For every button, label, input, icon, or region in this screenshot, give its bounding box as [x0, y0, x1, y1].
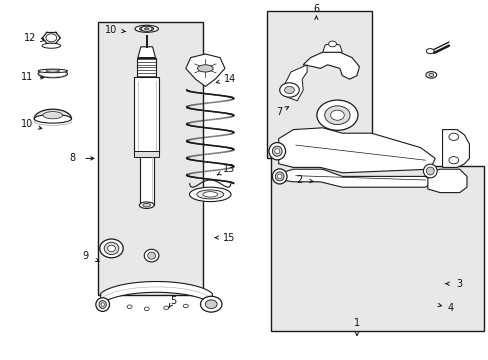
Ellipse shape	[426, 49, 433, 54]
Polygon shape	[281, 169, 429, 187]
Text: 4: 4	[447, 303, 453, 313]
Circle shape	[279, 83, 299, 97]
Polygon shape	[283, 65, 306, 101]
Ellipse shape	[423, 164, 436, 178]
Ellipse shape	[34, 118, 71, 125]
Circle shape	[183, 304, 188, 308]
Bar	[134, 77, 159, 155]
Circle shape	[328, 41, 336, 47]
Ellipse shape	[425, 72, 436, 78]
Ellipse shape	[42, 43, 61, 48]
Ellipse shape	[38, 70, 67, 78]
Ellipse shape	[275, 172, 284, 181]
Ellipse shape	[144, 249, 159, 262]
Ellipse shape	[135, 25, 158, 32]
Circle shape	[330, 110, 344, 120]
Ellipse shape	[140, 27, 153, 31]
Ellipse shape	[189, 187, 231, 202]
Ellipse shape	[99, 301, 106, 309]
Polygon shape	[427, 169, 466, 193]
Ellipse shape	[96, 298, 109, 311]
Circle shape	[284, 86, 294, 94]
Ellipse shape	[39, 71, 66, 77]
Polygon shape	[101, 282, 212, 304]
Ellipse shape	[272, 146, 282, 156]
Ellipse shape	[144, 28, 149, 30]
Text: 15: 15	[222, 233, 235, 243]
Ellipse shape	[107, 245, 115, 252]
Bar	[266, 11, 371, 158]
Polygon shape	[303, 52, 359, 79]
Ellipse shape	[100, 239, 123, 258]
Ellipse shape	[104, 242, 119, 255]
Ellipse shape	[38, 69, 67, 73]
Bar	[98, 22, 203, 295]
Text: 13: 13	[222, 164, 235, 174]
Ellipse shape	[196, 190, 223, 199]
Text: 12: 12	[24, 33, 37, 43]
Circle shape	[144, 307, 149, 311]
Circle shape	[205, 300, 217, 309]
Text: 1: 1	[353, 318, 359, 328]
Ellipse shape	[426, 167, 433, 175]
Text: 11: 11	[20, 72, 33, 82]
Polygon shape	[271, 155, 483, 331]
Ellipse shape	[141, 26, 152, 31]
Ellipse shape	[274, 149, 279, 154]
Ellipse shape	[197, 65, 213, 72]
Bar	[137, 58, 156, 77]
Text: 9: 9	[82, 251, 88, 261]
Bar	[134, 151, 159, 157]
Circle shape	[448, 157, 458, 164]
Polygon shape	[278, 128, 434, 173]
Text: 6: 6	[313, 4, 319, 14]
Text: 8: 8	[69, 153, 75, 163]
Ellipse shape	[428, 73, 433, 77]
Circle shape	[200, 296, 222, 312]
Polygon shape	[442, 130, 468, 167]
Ellipse shape	[272, 169, 286, 184]
Circle shape	[46, 34, 57, 42]
Text: 5: 5	[170, 296, 176, 306]
Ellipse shape	[34, 114, 71, 123]
Ellipse shape	[46, 70, 60, 72]
Polygon shape	[138, 47, 155, 58]
Ellipse shape	[277, 174, 281, 179]
Ellipse shape	[147, 252, 155, 259]
Ellipse shape	[268, 143, 285, 160]
Polygon shape	[322, 43, 342, 52]
Text: 2: 2	[296, 175, 302, 185]
Ellipse shape	[43, 112, 62, 119]
Text: 10: 10	[20, 119, 33, 129]
Polygon shape	[185, 54, 224, 86]
Text: 14: 14	[223, 74, 236, 84]
Ellipse shape	[203, 192, 217, 197]
Ellipse shape	[101, 303, 104, 306]
Circle shape	[448, 133, 458, 140]
Text: 7: 7	[276, 107, 282, 117]
Circle shape	[127, 305, 132, 309]
Circle shape	[163, 306, 168, 310]
Circle shape	[316, 100, 357, 130]
Ellipse shape	[142, 203, 150, 207]
Ellipse shape	[139, 202, 154, 208]
Text: 3: 3	[456, 279, 462, 289]
Bar	[140, 157, 153, 205]
Text: 10: 10	[105, 24, 118, 35]
Circle shape	[324, 106, 349, 125]
